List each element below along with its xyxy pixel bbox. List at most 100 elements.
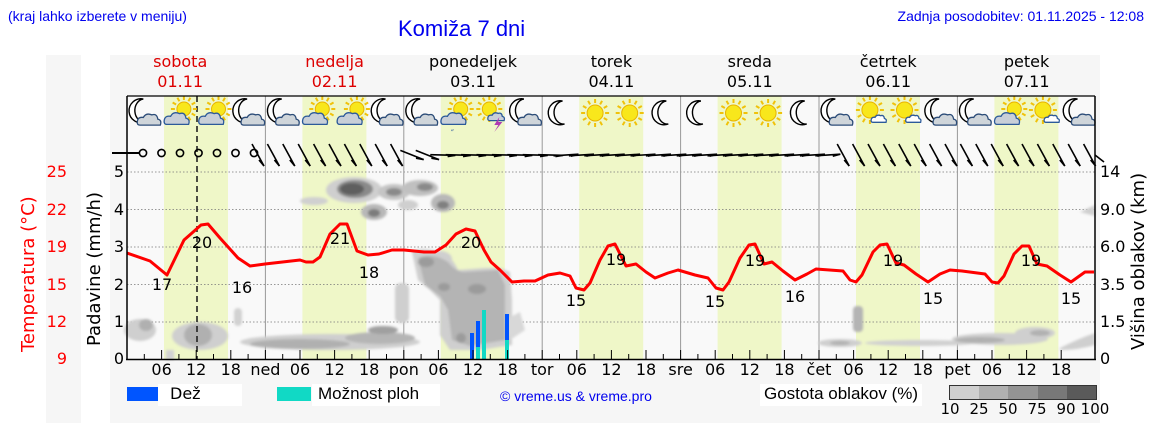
temperature-tick: 25: [46, 162, 67, 181]
last-update: Zadnja posodobitev: 01.11.2025 - 12:08: [897, 8, 1144, 24]
x-tick-label: 06: [428, 360, 449, 379]
moon-icon: [789, 100, 807, 126]
cloud-height-tick: 1.5: [1100, 312, 1126, 331]
svg-text:21: 21: [330, 229, 350, 248]
x-tick-label: 12: [601, 360, 622, 379]
x-tick-label: 18: [1051, 360, 1072, 379]
x-tick-label: pon: [388, 360, 419, 379]
density-swatch: [1066, 386, 1097, 399]
svg-text:15: 15: [923, 289, 943, 308]
rain-legend-swatch: [127, 387, 161, 401]
cloud-height-tick: 3.5: [1100, 274, 1126, 294]
temperature-tick: 22: [46, 199, 67, 219]
sun-icon: [754, 99, 783, 127]
precipitation-bars: [470, 310, 509, 359]
x-tick-label: ned: [250, 360, 281, 379]
temperature-tick: 19: [46, 237, 67, 256]
svg-text:19: 19: [606, 250, 626, 269]
precip-tick: 2: [113, 274, 124, 294]
location-hint[interactable]: (kraj lahko izberete v meniju): [8, 8, 187, 24]
density-swatch: [979, 386, 1009, 399]
day-name: sobota: [153, 52, 208, 71]
density-tick: 25: [969, 400, 989, 418]
cloud-icon: [163, 112, 190, 126]
density-swatch: [950, 386, 980, 399]
cloud-icon: [136, 113, 162, 126]
x-tick-label: 18: [359, 360, 380, 379]
cloud-icon: [336, 112, 363, 126]
x-tick-label: 06: [151, 360, 172, 379]
x-tick-label: 06: [843, 360, 864, 379]
density-tick: 100: [1080, 400, 1110, 418]
day-date: 01.11: [157, 72, 204, 91]
cloud-icon: [905, 114, 922, 123]
cloud-icon: [517, 113, 543, 126]
rain-legend-label: Dež: [158, 384, 242, 406]
cloud-icon: [301, 112, 329, 126]
day-date: 02.11: [311, 72, 358, 91]
x-tick-label: čet: [806, 360, 832, 379]
cloud-icon: [378, 113, 404, 126]
svg-text:15: 15: [566, 291, 586, 310]
day-name: sreda: [727, 52, 772, 71]
day-name: torek: [590, 52, 633, 71]
copyright-link[interactable]: © vreme.us & vreme.pro: [500, 388, 652, 404]
day-header: sreda 05.11: [690, 52, 810, 92]
day-header: ponedeljek 03.11: [413, 52, 533, 92]
x-tick-label: 18: [912, 360, 933, 379]
shower-bar: [505, 340, 509, 359]
cloud-icon: [1070, 113, 1096, 126]
svg-text:20: 20: [192, 233, 212, 252]
svg-text:15: 15: [705, 292, 725, 311]
day-date: 06.11: [865, 72, 912, 91]
density-tick: 75: [1027, 400, 1047, 418]
density-tick: 50: [998, 400, 1018, 418]
svg-text:″: ″: [451, 129, 455, 139]
svg-text:15: 15: [1061, 289, 1081, 308]
moon-icon: [651, 100, 669, 126]
x-tick-label: 18: [774, 360, 795, 379]
svg-text:19: 19: [883, 251, 903, 270]
day-header: sobota 01.11: [120, 52, 240, 92]
svg-text:18: 18: [359, 263, 379, 282]
x-tick-label: 12: [739, 360, 760, 379]
precip-tick: 5: [113, 162, 124, 181]
sun-icon: [719, 99, 748, 127]
day-header: četrtek 06.11: [828, 52, 948, 92]
day-header: torek 04.11: [551, 52, 671, 92]
cloud-icon: [828, 113, 854, 126]
precip-tick: 4: [113, 199, 124, 219]
gridlines: [127, 171, 1095, 323]
page-title: Komiža 7 dni: [398, 16, 526, 41]
svg-text:16: 16: [232, 278, 252, 297]
precip-tick: 1: [113, 312, 124, 331]
x-tick-label: 06: [981, 360, 1003, 379]
cloud-icon: [440, 112, 467, 126]
cloud-density-colorbar: [949, 385, 1097, 400]
shower-legend-label: Možnost ploh: [312, 384, 440, 406]
cloud-height-tick: 6.0: [1100, 237, 1126, 256]
x-tick-label: tor: [530, 360, 554, 379]
x-tick-label: 12: [186, 360, 207, 379]
day-header: petek 07.11: [967, 52, 1087, 92]
precip-tick: 3: [113, 237, 124, 256]
shower-bar: [476, 347, 480, 359]
x-tick-label: pet: [944, 360, 971, 379]
day-date: 05.11: [726, 72, 773, 91]
day-header: nedelja 02.11: [275, 52, 395, 92]
x-tick-label: sre: [668, 360, 693, 379]
moon-icon: [685, 100, 704, 126]
sun-icon: [615, 99, 644, 127]
day-name: četrtek: [859, 52, 917, 71]
x-tick-label: 18: [220, 360, 241, 379]
temperature-tick: 15: [46, 274, 67, 294]
x-tick-label: 12: [462, 360, 484, 379]
x-tick-label: 06: [566, 360, 587, 379]
cloud-density-legend-label: Gostota oblakov (%): [760, 384, 923, 406]
sun-icon: [447, 96, 474, 122]
day-name: ponedeljek: [429, 52, 517, 71]
x-tick-label: 12: [878, 360, 899, 379]
wind-barbs: [138, 143, 1097, 167]
cloud-icon: [487, 112, 506, 122]
cloud-density-layer: [124, 177, 1095, 360]
